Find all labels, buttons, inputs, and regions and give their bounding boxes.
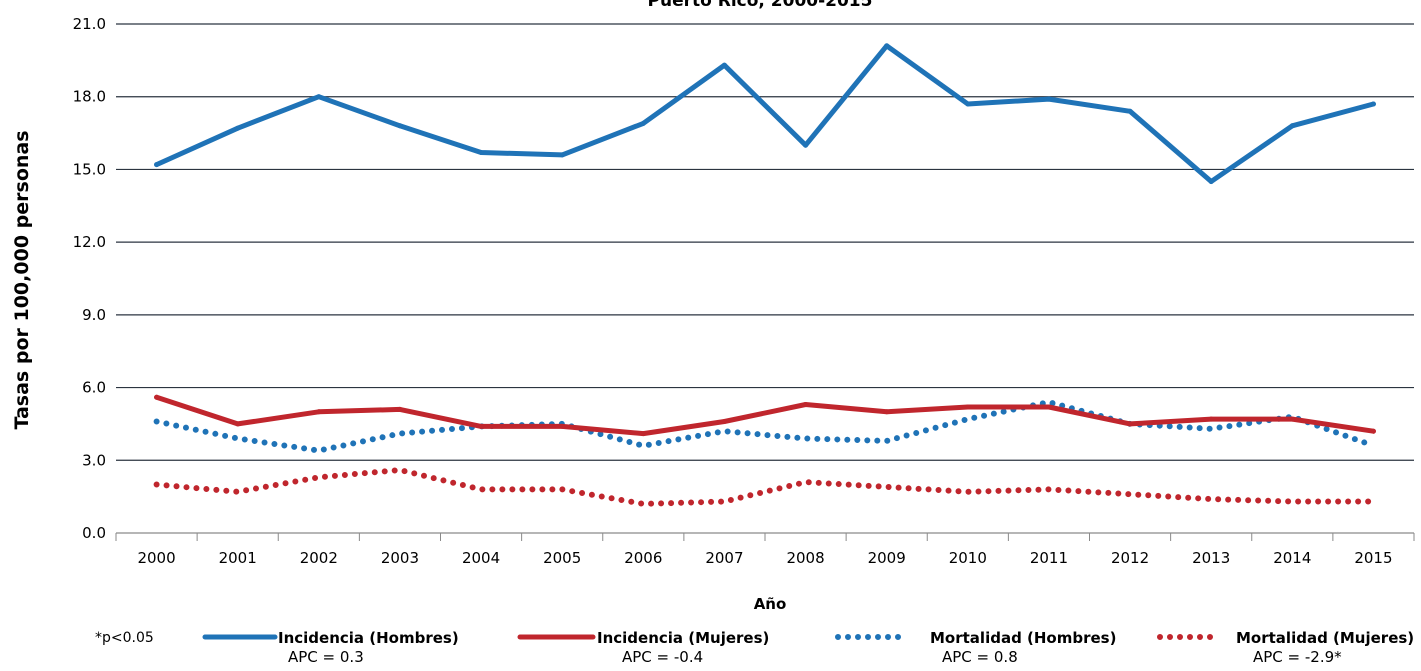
data-point: [235, 125, 241, 131]
x-tick-label: 2011: [1030, 549, 1068, 567]
apc-label: APC = -2.9*: [1253, 648, 1342, 666]
data-point: [397, 406, 403, 412]
apc-label: APC = 0.8: [942, 648, 1018, 666]
significance-note: *p<0.05: [95, 630, 154, 646]
legend-label: Incidencia (Hombres): [278, 629, 459, 647]
apc-label: APC = -0.4: [622, 648, 703, 666]
x-tick-label: 2000: [137, 549, 175, 567]
x-tick-label: 2007: [705, 549, 743, 567]
data-point: [316, 94, 322, 100]
data-point: [884, 409, 890, 415]
data-point: [1208, 179, 1214, 185]
data-point: [397, 123, 403, 129]
data-point: [235, 421, 241, 427]
x-tick-label: 2014: [1273, 549, 1311, 567]
data-point: [1370, 428, 1376, 434]
data-point: [1208, 416, 1214, 422]
data-point: [721, 419, 727, 425]
legend-label: Mortalidad (Hombres): [930, 629, 1116, 647]
data-point: [478, 149, 484, 155]
x-axis-label: Año: [754, 595, 787, 613]
y-axis-ticks: 0.0 3.0 6.0 9.0 12.0 15.0 18.0 21.0: [73, 15, 106, 542]
data-point: [640, 431, 646, 437]
data-point: [803, 142, 809, 148]
data-point: [965, 404, 971, 410]
x-tick-label: 2010: [949, 549, 987, 567]
x-tick-label: 2005: [543, 549, 581, 567]
data-point: [559, 152, 565, 158]
x-tick-label: 2015: [1354, 549, 1392, 567]
legend-item: Mortalidad (Hombres)APC = 0.8: [835, 629, 1116, 666]
series-line: [154, 394, 1376, 437]
x-tick-label: 2013: [1192, 549, 1230, 567]
x-tick-label: 2001: [219, 549, 257, 567]
data-point: [1127, 108, 1133, 114]
legend-item: Incidencia (Mujeres)APC = -0.4: [517, 629, 769, 666]
x-tick-label: 2009: [868, 549, 906, 567]
apc-label: APC = 0.3: [288, 648, 364, 666]
data-point: [1046, 404, 1052, 410]
y-tick-label: 3.0: [82, 451, 106, 469]
data-point: [478, 423, 484, 429]
x-tick-label: 2008: [786, 549, 824, 567]
y-tick-label: 9.0: [82, 306, 106, 324]
data-point: [965, 101, 971, 107]
x-tick-label: 2006: [624, 549, 662, 567]
data-point: [559, 423, 565, 429]
data-point: [1046, 96, 1052, 102]
data-point: [1370, 101, 1376, 107]
y-axis-label: Tasas por 100,000 personas: [11, 130, 33, 429]
x-tick-label: 2004: [462, 549, 500, 567]
data-point: [316, 409, 322, 415]
data-point: [640, 120, 646, 126]
data-point: [154, 394, 160, 400]
legend-label: Incidencia (Mujeres): [597, 629, 769, 647]
series-layer: [153, 43, 1377, 507]
data-point: [1289, 416, 1295, 422]
series-line: [153, 399, 1377, 454]
y-tick-label: 15.0: [73, 160, 106, 178]
x-tick-label: 2012: [1111, 549, 1149, 567]
series-line: [154, 43, 1376, 184]
x-axis-ticks: 2000 2001 2002 2003 2004 2005 2006 2007 2008 2009…: [115, 533, 1415, 567]
x-tick-label: 2003: [381, 549, 419, 567]
legend-label: Mortalidad (Mujeres): [1236, 629, 1414, 647]
y-tick-label: 12.0: [73, 233, 106, 251]
legend-item: Mortalidad (Mujeres)APC = -2.9*: [1157, 629, 1414, 666]
chart-title: Puerto Rico, 2000-2015: [648, 0, 873, 11]
y-tick-label: 18.0: [73, 88, 106, 106]
data-point: [721, 62, 727, 68]
data-point: [1127, 421, 1133, 427]
y-tick-label: 6.0: [82, 379, 106, 397]
series-line: [153, 467, 1377, 507]
data-point: [803, 402, 809, 408]
y-tick-label: 21.0: [73, 15, 106, 33]
data-point: [1289, 123, 1295, 129]
legend: Incidencia (Hombres)APC = 0.3Incidencia …: [202, 629, 1414, 666]
data-point: [154, 162, 160, 168]
grid-lines: [116, 23, 1414, 534]
x-tick-label: 2002: [300, 549, 338, 567]
data-point: [884, 43, 890, 49]
y-tick-label: 0.0: [82, 524, 106, 542]
legend-item: Incidencia (Hombres)APC = 0.3: [202, 629, 459, 666]
